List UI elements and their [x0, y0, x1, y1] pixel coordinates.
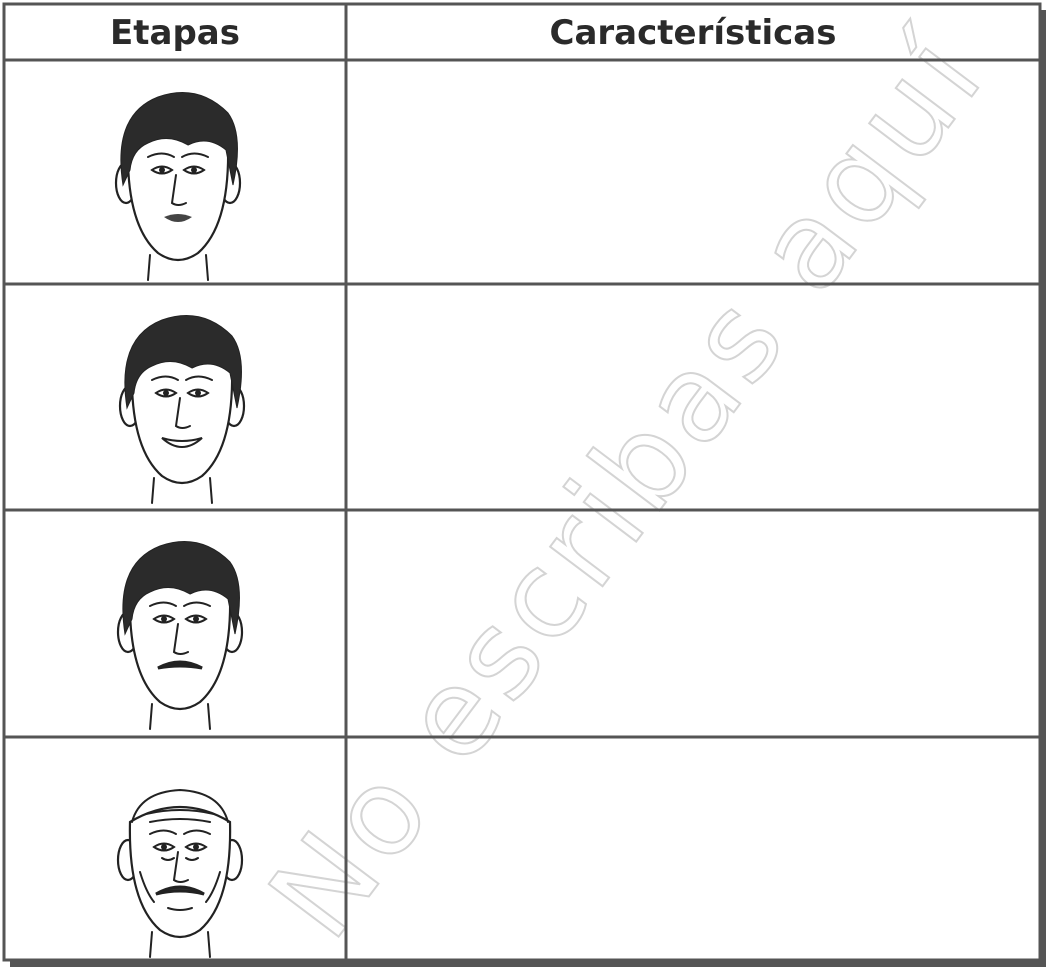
face-illustration [118, 315, 246, 505]
face-illustration [116, 541, 244, 731]
header-cell: Etapas [110, 13, 240, 53]
table-grid [4, 4, 1040, 960]
face-illustration [114, 92, 242, 282]
header-cell: Características [550, 13, 837, 53]
face-illustration [116, 788, 244, 959]
